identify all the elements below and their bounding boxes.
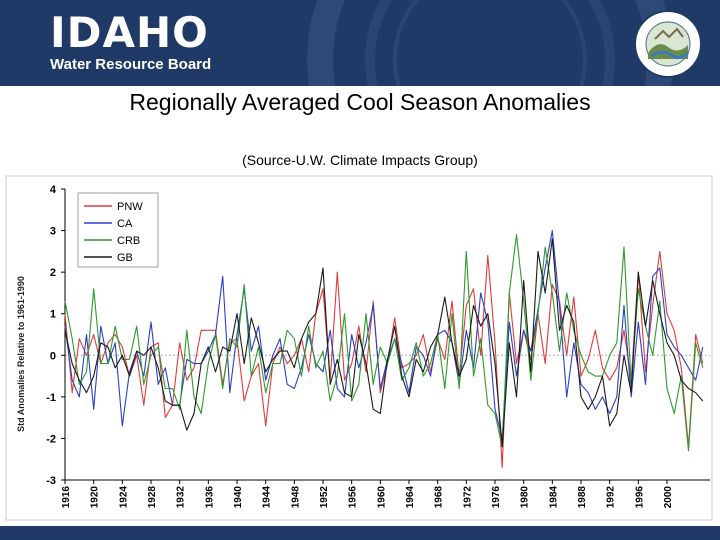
series-line-crb [64,234,704,452]
x-tick-label: 1976 [491,486,502,509]
y-tick-label: -2 [46,433,56,445]
series-line-gb [64,238,704,448]
y-tick-label: 3 [50,226,56,238]
y-tick-label: 0 [50,350,56,362]
x-tick-label: 1968 [434,486,445,509]
x-tick-label: 1952 [319,486,330,509]
x-tick-label: 1988 [577,486,588,509]
chart-title: Regionally Averaged Cool Season Anomalie… [129,89,591,115]
x-tick-label: 1920 [90,486,101,509]
x-tick-label: 1928 [147,486,158,509]
x-tick-label: 1924 [118,486,129,509]
legend-label-ca: CA [117,218,133,230]
y-tick-label: 2 [50,267,56,279]
logo-idaho: IDAHO [50,8,209,57]
chart-subtitle: (Source-U.W. Climate Impacts Group) [242,152,478,168]
x-tick-label: 1944 [262,486,273,509]
logo-subtitle: Water Resource Board [50,56,212,73]
series-line-pnw [64,250,704,469]
x-tick-label: 2000 [663,486,674,509]
x-tick-label: 1948 [290,486,301,509]
water-board-seal-icon [634,10,702,78]
x-tick-label: 1996 [634,486,645,509]
header-banner: IDAHO Water Resource Board [0,0,720,86]
y-tick-label: 1 [50,309,56,321]
x-tick-label: 1984 [548,486,559,509]
anomaly-line-chart: Std Anomalies Relative to 1961-1990 -3 -2… [5,175,713,521]
x-tick-label: 1940 [233,486,244,509]
x-tick-label: 1972 [462,486,473,509]
legend-label-crb: CRB [117,235,140,247]
y-tick-label: -1 [46,392,56,404]
x-tick-label: 1956 [348,486,359,509]
x-tick-label: 1992 [606,486,617,509]
y-tick-label: 4 [50,184,57,196]
x-tick-label: 1960 [376,486,387,509]
x-tick-label: 1964 [405,486,416,509]
footer-bar [0,526,720,540]
x-tick-label: 1980 [520,486,531,509]
x-tick-label: 1916 [61,486,72,509]
y-tick-label: -3 [46,475,56,487]
legend-label-gb: GB [117,252,133,264]
y-axis-label: Std Anomalies Relative to 1961-1990 [16,276,26,432]
x-tick-label: 1936 [204,486,215,509]
legend-label-pnw: PNW [117,201,143,213]
series-line-ca [64,230,704,439]
x-tick-label: 1932 [176,486,187,509]
